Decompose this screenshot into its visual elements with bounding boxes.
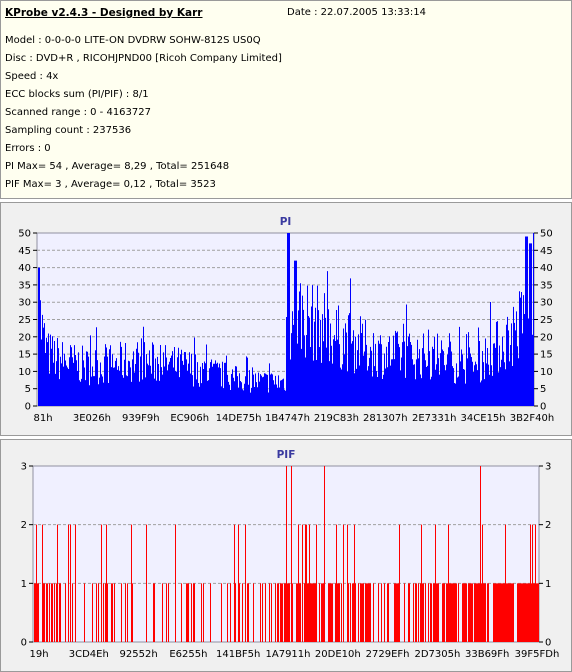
y-tick-label: 25	[18, 315, 31, 326]
pif-chart: PIF 0 0 1 1 2 2 3 3 19h 3CD4Eh 92552h E6255h 141BF5h 1…	[21, 449, 560, 660]
y-tick-label: 1	[21, 579, 27, 590]
pif-stats-line: PIF Max= 3 , Average= 0,12 , Total= 3523	[5, 179, 216, 190]
y-tick-label-right: 10	[540, 367, 553, 378]
x-tick-label: 1A7911h	[266, 649, 311, 660]
y-tick-label-right: 25	[540, 315, 553, 326]
model-line: Model : 0-0-0-0 LITE-ON DVDRW SOHW-812S …	[5, 35, 261, 46]
y-tick-label-right: 45	[540, 246, 553, 257]
pi-chart: PI 0 0 5 5 10 10 15 15 20 20 25 25 30 30 35 35 40 40 45 45 50…	[18, 216, 554, 424]
x-tick-label: 2E7331h	[412, 413, 456, 424]
y-tick-label: 35	[18, 280, 31, 291]
errors-line: Errors : 0	[5, 143, 51, 154]
x-tick-label: 3E026h	[73, 413, 111, 424]
x-tick-label: 19h	[29, 649, 48, 660]
scan-date: Date : 22.07.2005 13:33:14	[287, 7, 426, 18]
y-tick-label: 0	[21, 638, 27, 649]
sampling-count-line: Sampling count : 237536	[5, 125, 132, 136]
y-tick-label-right: 3	[545, 462, 551, 473]
x-tick-label: 39F5FDh	[515, 649, 560, 660]
y-tick-label: 0	[25, 402, 31, 413]
x-tick-label: 3CD4Eh	[69, 649, 109, 660]
y-tick-label-right: 35	[540, 280, 553, 291]
y-tick-label: 30	[18, 298, 31, 309]
y-tick-label-right: 30	[540, 298, 553, 309]
x-tick-label: 14DE75h	[216, 413, 262, 424]
x-tick-label: 92552h	[120, 649, 158, 660]
y-tick-label: 45	[18, 246, 31, 257]
scanned-range-line: Scanned range : 0 - 4163727	[5, 107, 151, 118]
x-tick-label: 81h	[33, 413, 52, 424]
y-tick-label: 15	[18, 350, 31, 361]
x-tick-label: 939F9h	[122, 413, 160, 424]
pi-stats-line: PI Max= 54 , Average= 8,29 , Total= 2516…	[5, 161, 230, 172]
y-tick-label: 20	[18, 332, 31, 343]
y-tick-label-right: 0	[545, 638, 551, 649]
x-tick-label: 281307h	[363, 413, 408, 424]
pi-chart-panel: PI 0 0 5 5 10 10 15 15 20 20 25 25 30 30 35 35 40 40 45 45 50…	[0, 202, 572, 436]
speed-line: Speed : 4x	[5, 71, 59, 82]
y-tick-label-right: 50	[540, 229, 553, 240]
y-tick-label-right: 20	[540, 332, 553, 343]
y-tick-label: 10	[18, 367, 31, 378]
chart-title: PIF	[277, 449, 296, 461]
x-tick-label: E6255h	[169, 649, 207, 660]
y-tick-label-right: 2	[545, 520, 551, 531]
x-tick-label: 2D7305h	[414, 649, 460, 660]
x-tick-label: 3B2F40h	[510, 413, 554, 424]
y-tick-label-right: 15	[540, 350, 553, 361]
disc-line: Disc : DVD+R , RICOHJPND00 [Ricoh Compan…	[5, 53, 282, 64]
y-tick-label: 40	[18, 263, 31, 274]
x-tick-label: 34CE15h	[461, 413, 506, 424]
y-tick-label-right: 0	[540, 402, 546, 413]
y-tick-label-right: 40	[540, 263, 553, 274]
chart-title: PI	[280, 216, 292, 228]
y-tick-label: 2	[21, 520, 27, 531]
x-tick-label: 20DE10h	[315, 649, 361, 660]
x-tick-label: 1B4747h	[265, 413, 310, 424]
x-tick-label: EC906h	[170, 413, 209, 424]
pif-chart-panel: PIF 0 0 1 1 2 2 3 3 19h 3CD4Eh 92552h E6255h 141BF5h 1…	[0, 439, 572, 672]
ecc-line: ECC blocks sum (PI/PIF) : 8/1	[5, 89, 149, 100]
y-tick-label-right: 1	[545, 579, 551, 590]
pif-series	[34, 466, 539, 642]
y-tick-label: 3	[21, 462, 27, 473]
pi-series	[38, 233, 534, 406]
x-tick-label: 2729EFh	[366, 649, 410, 660]
info-panel: KProbe v2.4.3 - Designed by Karr Date : …	[0, 0, 572, 199]
y-tick-label: 50	[18, 229, 31, 240]
x-tick-label: 141BF5h	[216, 649, 260, 660]
y-tick-label-right: 5	[540, 384, 546, 395]
y-tick-label: 5	[25, 384, 31, 395]
x-tick-label: 33B69Fh	[465, 649, 509, 660]
app-title: KProbe v2.4.3 - Designed by Karr	[5, 7, 203, 19]
x-tick-label: 219C83h	[314, 413, 359, 424]
